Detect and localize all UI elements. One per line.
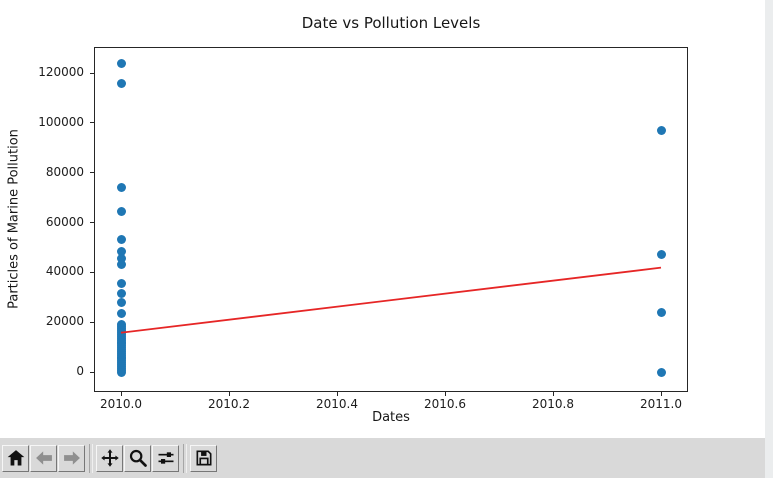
y-tick-label: 120000 — [38, 65, 84, 80]
floppy-disk-icon — [194, 448, 214, 468]
y-tick-mark — [90, 172, 94, 174]
toolbar-button-home[interactable] — [2, 444, 29, 472]
y-tick-label: 100000 — [38, 114, 84, 129]
scatter-point — [116, 182, 126, 192]
navigation-toolbar — [0, 438, 765, 478]
scatter-point — [116, 207, 126, 217]
forward-arrow-icon — [62, 448, 82, 468]
x-tick-label: 2010.6 — [424, 397, 466, 411]
scatter-point — [116, 288, 126, 298]
y-tick-mark — [90, 72, 94, 74]
y-tick-mark — [90, 122, 94, 124]
y-tick-label: 20000 — [45, 314, 84, 329]
y-tick-mark — [90, 371, 94, 373]
scatter-point — [116, 308, 126, 318]
x-tick-label: 2011.0 — [640, 397, 682, 411]
x-tick-mark — [444, 392, 446, 396]
x-tick-label: 2010.4 — [316, 397, 358, 411]
scatter-point — [656, 308, 666, 317]
y-tick-label: 0 — [76, 364, 84, 379]
scatter-point — [116, 297, 126, 307]
x-tick-label: 2010.0 — [100, 397, 142, 411]
y-tick-mark — [90, 222, 94, 224]
plot-area — [94, 47, 688, 392]
scatter-point — [116, 278, 126, 288]
x-tick-mark — [552, 392, 554, 396]
home-icon — [6, 448, 26, 468]
scatter-point — [116, 253, 126, 263]
y-tick-label: 40000 — [45, 264, 84, 279]
scatter-point — [656, 126, 666, 136]
x-tick-mark — [336, 392, 338, 396]
scatter-point — [116, 247, 126, 257]
toolbar-button-zoom[interactable] — [124, 444, 151, 472]
toolbar-button-pan[interactable] — [96, 444, 123, 472]
x-tick-label: 2010.2 — [208, 397, 250, 411]
scatter-point — [116, 58, 126, 68]
toolbar-separator — [183, 443, 187, 473]
x-axis-label: Dates — [372, 410, 410, 425]
y-tick-mark — [90, 321, 94, 323]
x-tick-mark — [228, 392, 230, 396]
y-tick-mark — [90, 271, 94, 273]
scatter-point — [116, 260, 126, 270]
scatter-point — [116, 78, 126, 88]
scatter-point — [116, 367, 126, 377]
pan-move-icon — [100, 448, 120, 468]
y-tick-label: 80000 — [45, 164, 84, 179]
chart-title: Date vs Pollution Levels — [301, 14, 481, 32]
toolbar-button-back[interactable] — [30, 444, 57, 472]
scatter-point — [116, 235, 126, 245]
back-arrow-icon — [34, 448, 54, 468]
toolbar-button-forward[interactable] — [58, 444, 85, 472]
y-tick-label: 60000 — [45, 214, 84, 229]
chart-layer: 2010.0 2010.2 2010.4 2010.6 2010.8 2011.0 0 200… — [38, 58, 682, 411]
toolbar-separator — [89, 443, 93, 473]
x-tick-label: 2010.8 — [532, 397, 574, 411]
toolbar-button-configure-subplots[interactable] — [152, 444, 179, 472]
zoom-magnifier-icon — [128, 448, 148, 468]
x-tick-mark — [660, 392, 662, 396]
x-tick-mark — [120, 392, 122, 396]
toolbar-button-save[interactable] — [190, 444, 217, 472]
sliders-icon — [156, 448, 176, 468]
figure-canvas: Date vs Pollution Levels Particles of Ma… — [0, 0, 765, 438]
scatter-point — [656, 249, 666, 259]
scatter-point — [656, 367, 666, 377]
window-background-strip — [765, 0, 773, 478]
